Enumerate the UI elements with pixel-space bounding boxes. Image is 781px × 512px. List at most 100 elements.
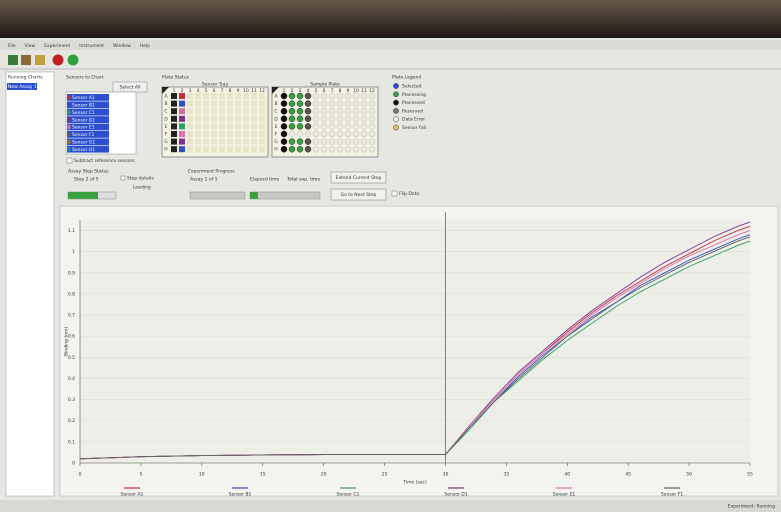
sample-well[interactable]: [345, 146, 351, 152]
sample-well[interactable]: [329, 108, 335, 114]
sample-well[interactable]: [321, 101, 327, 107]
sensor-well[interactable]: [219, 146, 225, 152]
sensor-well[interactable]: [171, 93, 177, 99]
sample-well[interactable]: [289, 131, 295, 137]
sample-well[interactable]: [281, 139, 287, 145]
sensor-item[interactable]: Sensor B1: [72, 103, 95, 109]
sample-well[interactable]: [337, 108, 343, 114]
legend-label[interactable]: Sensor C1: [337, 492, 360, 498]
menu-item[interactable]: Instrument: [79, 43, 104, 49]
sensor-well[interactable]: [251, 123, 257, 129]
sample-well[interactable]: [337, 139, 343, 145]
sensor-well[interactable]: [179, 108, 185, 114]
sample-well[interactable]: [329, 146, 335, 152]
sensor-well[interactable]: [195, 116, 201, 122]
sample-well[interactable]: [369, 146, 375, 152]
sensor-well[interactable]: [195, 131, 201, 137]
sample-well[interactable]: [289, 146, 295, 152]
sensor-well[interactable]: [211, 101, 217, 107]
sensor-item[interactable]: Sensor A1: [72, 95, 95, 101]
sample-well[interactable]: [313, 123, 319, 129]
sensor-well[interactable]: [171, 146, 177, 152]
legend-label[interactable]: Sensor F1: [661, 492, 683, 498]
legend-label[interactable]: Sensor A1: [121, 492, 144, 498]
sensor-well[interactable]: [211, 123, 217, 129]
sample-well[interactable]: [337, 123, 343, 129]
sample-well[interactable]: [361, 116, 367, 122]
sample-well[interactable]: [353, 108, 359, 114]
sample-well[interactable]: [297, 131, 303, 137]
sample-well[interactable]: [329, 116, 335, 122]
sensor-well[interactable]: [243, 146, 249, 152]
sample-well[interactable]: [281, 131, 287, 137]
stop-icon[interactable]: [53, 55, 64, 66]
button-label[interactable]: Extend Current Step: [336, 175, 382, 181]
sensor-well[interactable]: [235, 108, 241, 114]
sensor-well[interactable]: [259, 131, 265, 137]
sample-well[interactable]: [297, 108, 303, 114]
sensor-well[interactable]: [243, 101, 249, 107]
sample-well[interactable]: [369, 131, 375, 137]
sensor-well[interactable]: [251, 93, 257, 99]
sensor-well[interactable]: [171, 131, 177, 137]
sensor-well[interactable]: [195, 101, 201, 107]
sensor-well[interactable]: [251, 108, 257, 114]
button-label[interactable]: Go to Next Step: [341, 192, 377, 198]
sample-well[interactable]: [321, 139, 327, 145]
sample-well[interactable]: [369, 116, 375, 122]
sample-well[interactable]: [329, 123, 335, 129]
sensor-well[interactable]: [243, 93, 249, 99]
sensor-well[interactable]: [171, 123, 177, 129]
sample-well[interactable]: [305, 108, 311, 114]
sensor-well[interactable]: [243, 116, 249, 122]
sample-well[interactable]: [337, 131, 343, 137]
sensor-well[interactable]: [227, 131, 233, 137]
sample-well[interactable]: [345, 116, 351, 122]
sensor-well[interactable]: [219, 108, 225, 114]
sensor-well[interactable]: [211, 108, 217, 114]
sample-well[interactable]: [289, 101, 295, 107]
sensor-well[interactable]: [211, 146, 217, 152]
sample-well[interactable]: [345, 123, 351, 129]
sensor-well[interactable]: [243, 131, 249, 137]
sample-well[interactable]: [345, 93, 351, 99]
sample-well[interactable]: [345, 101, 351, 107]
legend-label[interactable]: Sensor D1: [444, 492, 467, 498]
sample-well[interactable]: [313, 146, 319, 152]
menu-item[interactable]: Help: [140, 43, 150, 49]
sensor-well[interactable]: [251, 101, 257, 107]
sample-well[interactable]: [369, 139, 375, 145]
sample-well[interactable]: [337, 146, 343, 152]
sensor-well[interactable]: [219, 101, 225, 107]
sample-well[interactable]: [361, 139, 367, 145]
sample-well[interactable]: [361, 146, 367, 152]
sensor-well[interactable]: [171, 101, 177, 107]
sensor-well[interactable]: [195, 139, 201, 145]
sample-well[interactable]: [297, 123, 303, 129]
sample-well[interactable]: [337, 116, 343, 122]
sensor-well[interactable]: [203, 139, 209, 145]
checkbox[interactable]: [121, 176, 125, 180]
sample-well[interactable]: [305, 101, 311, 107]
sample-well[interactable]: [321, 131, 327, 137]
sensor-well[interactable]: [211, 93, 217, 99]
menu-item[interactable]: Experiment: [44, 43, 70, 49]
button-label[interactable]: Select All: [120, 85, 141, 91]
sample-well[interactable]: [345, 139, 351, 145]
sample-well[interactable]: [281, 108, 287, 114]
sample-well[interactable]: [353, 93, 359, 99]
sensor-well[interactable]: [235, 116, 241, 122]
sensor-well[interactable]: [259, 139, 265, 145]
sample-well[interactable]: [297, 101, 303, 107]
sensor-well[interactable]: [171, 108, 177, 114]
sample-well[interactable]: [361, 131, 367, 137]
sample-well[interactable]: [361, 108, 367, 114]
sample-well[interactable]: [329, 93, 335, 99]
sensor-well[interactable]: [219, 139, 225, 145]
checkbox[interactable]: [67, 158, 72, 163]
sample-well[interactable]: [321, 146, 327, 152]
sensor-well[interactable]: [203, 123, 209, 129]
menu-item[interactable]: View: [25, 43, 36, 49]
sample-well[interactable]: [353, 116, 359, 122]
sensor-well[interactable]: [171, 116, 177, 122]
